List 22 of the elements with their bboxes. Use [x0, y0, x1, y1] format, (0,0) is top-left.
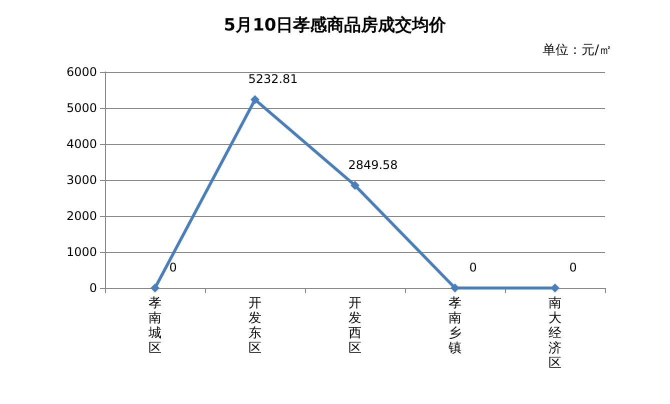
chart-title: 5月10日孝感商品房成交均价: [224, 16, 448, 36]
x-tick-label: 孝南乡镇: [448, 296, 462, 356]
point: [350, 180, 360, 190]
y-tick-label: 2000: [66, 209, 97, 223]
text: 单位：元/㎡: [542, 43, 612, 58]
point: [150, 284, 160, 292]
x-tick-label: 南大经济区: [548, 296, 562, 371]
y-tick-label: 6000: [66, 65, 97, 79]
data-label: 0: [569, 260, 577, 274]
point: [250, 95, 260, 104]
data-label: 5232.81: [248, 72, 298, 86]
x-tick-label: 开发西区: [348, 296, 362, 356]
y-tick-label: 0: [89, 281, 97, 295]
y-tick-label: 5000: [66, 101, 97, 115]
data-label: 0: [469, 260, 477, 274]
y-tick-label: 3000: [66, 173, 97, 187]
x-tick-label: 开发东区: [248, 296, 262, 356]
y-tick-label: 4000: [66, 137, 97, 151]
x-tick-label: 孝南城区: [148, 296, 162, 356]
y-tick-label: 1000: [66, 245, 97, 259]
data-label: 2849.58: [348, 158, 398, 172]
data-label: 0: [169, 260, 177, 274]
